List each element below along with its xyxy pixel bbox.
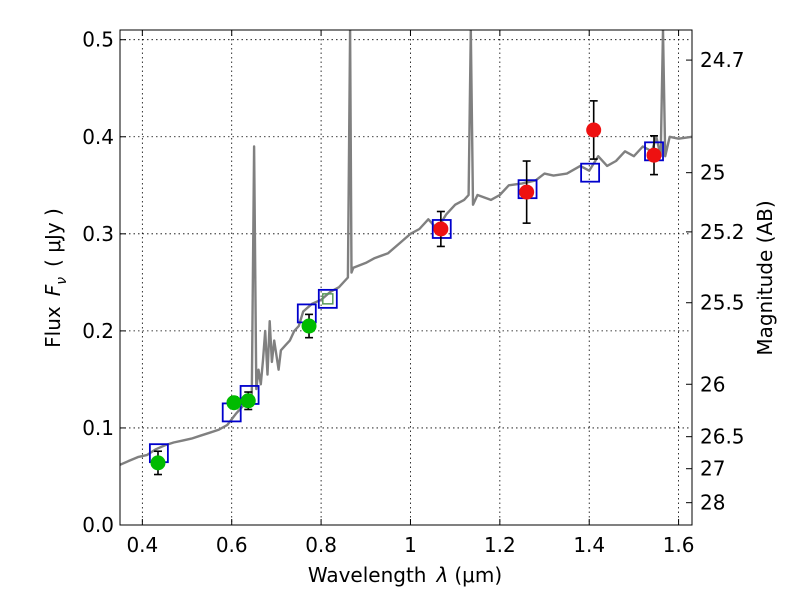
y-tick-label: 0.0 [82, 513, 114, 537]
x-tick-label: 1.4 [573, 533, 605, 557]
green-point [301, 318, 317, 334]
x-tick-label: 1.6 [663, 533, 695, 557]
x-tick-label: 0.8 [305, 533, 337, 557]
y2-tick-label: 25.5 [700, 291, 745, 315]
y-tick-label: 0.1 [82, 416, 114, 440]
model-box [431, 219, 452, 239]
y2-axis-title: Magnitude (AB) [753, 200, 777, 355]
y-tick-label: 0.3 [82, 222, 114, 246]
green-point [150, 455, 166, 471]
y2-tick-label: 26 [700, 372, 725, 396]
axis-ticks: 0.4 0.6 0.8 1 1.2 1.4 1.6 0.0 0.1 0.2 0.3 0.4 0.5 24.… [82, 28, 744, 557]
red-point [519, 184, 535, 200]
red-point [586, 122, 602, 138]
y-tick-label: 0.4 [82, 125, 114, 149]
green-point [240, 393, 256, 409]
model-box [317, 288, 338, 309]
model-box [580, 162, 601, 183]
x-tick-label: 1.2 [484, 533, 516, 557]
y2-tick-label: 28 [700, 491, 725, 515]
red-point [433, 221, 449, 237]
y-tick-label: 0.2 [82, 319, 114, 343]
y-tick-label: 0.5 [82, 28, 114, 52]
y2-tick-label: 26.5 [700, 425, 745, 449]
model-box-inner [322, 293, 334, 305]
plot-frame [119, 29, 693, 526]
y2-tick-label: 27 [700, 457, 725, 481]
x-tick-label: 1 [404, 533, 417, 557]
x-axis-title: Wavelength λ (μm) [308, 563, 502, 587]
green-point [226, 395, 242, 411]
y2-tick-label: 24.7 [700, 48, 745, 72]
y2-tick-label: 25.2 [700, 220, 745, 244]
y2-tick-label: 25 [700, 161, 725, 185]
plot-content [120, 30, 692, 476]
y-axis-title: FluxFν( μJy ) [41, 208, 70, 348]
x-tick-label: 0.4 [126, 533, 158, 557]
x-tick-label: 0.6 [216, 533, 248, 557]
red-point [646, 147, 662, 163]
